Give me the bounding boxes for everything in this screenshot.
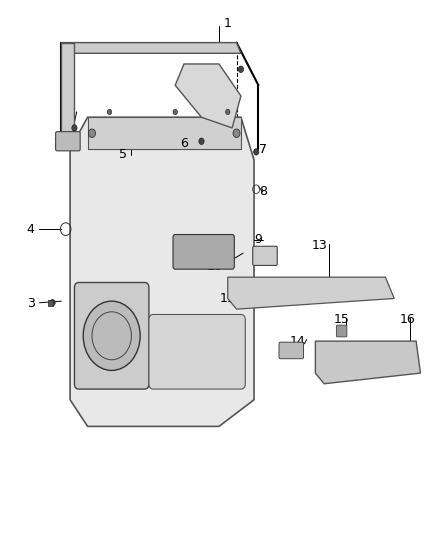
Text: 13: 13 <box>312 239 328 252</box>
Circle shape <box>83 301 140 370</box>
Text: 16: 16 <box>399 313 415 326</box>
Text: 3: 3 <box>27 297 35 310</box>
Text: 1: 1 <box>224 18 232 30</box>
FancyBboxPatch shape <box>149 314 245 389</box>
Text: 15: 15 <box>334 313 350 326</box>
Text: 9: 9 <box>254 233 262 246</box>
Bar <box>48 300 53 306</box>
Text: 4: 4 <box>27 223 35 236</box>
Polygon shape <box>228 277 394 309</box>
FancyBboxPatch shape <box>74 282 149 389</box>
Text: 14: 14 <box>290 335 306 348</box>
Circle shape <box>88 129 95 138</box>
Circle shape <box>238 66 244 72</box>
FancyBboxPatch shape <box>173 235 234 269</box>
Polygon shape <box>61 43 241 53</box>
Text: 12: 12 <box>264 249 279 262</box>
Polygon shape <box>88 117 241 149</box>
Circle shape <box>233 129 240 138</box>
Polygon shape <box>70 117 254 426</box>
Circle shape <box>173 109 177 115</box>
Text: 2: 2 <box>53 138 61 150</box>
Polygon shape <box>61 43 74 149</box>
Circle shape <box>107 109 112 115</box>
Text: 5: 5 <box>119 148 127 161</box>
Circle shape <box>72 125 77 131</box>
Circle shape <box>254 149 259 155</box>
Text: 7: 7 <box>259 143 267 156</box>
Circle shape <box>199 138 204 144</box>
Text: 6: 6 <box>180 138 188 150</box>
Text: 8: 8 <box>259 185 267 198</box>
FancyBboxPatch shape <box>279 342 304 359</box>
FancyBboxPatch shape <box>56 132 80 151</box>
Circle shape <box>226 109 230 115</box>
Polygon shape <box>315 341 420 384</box>
Text: 11: 11 <box>220 292 236 305</box>
Text: 10: 10 <box>207 260 223 273</box>
Polygon shape <box>175 64 241 128</box>
Circle shape <box>50 300 55 306</box>
FancyBboxPatch shape <box>253 246 277 265</box>
Text: 11: 11 <box>207 351 223 364</box>
FancyBboxPatch shape <box>336 325 347 337</box>
